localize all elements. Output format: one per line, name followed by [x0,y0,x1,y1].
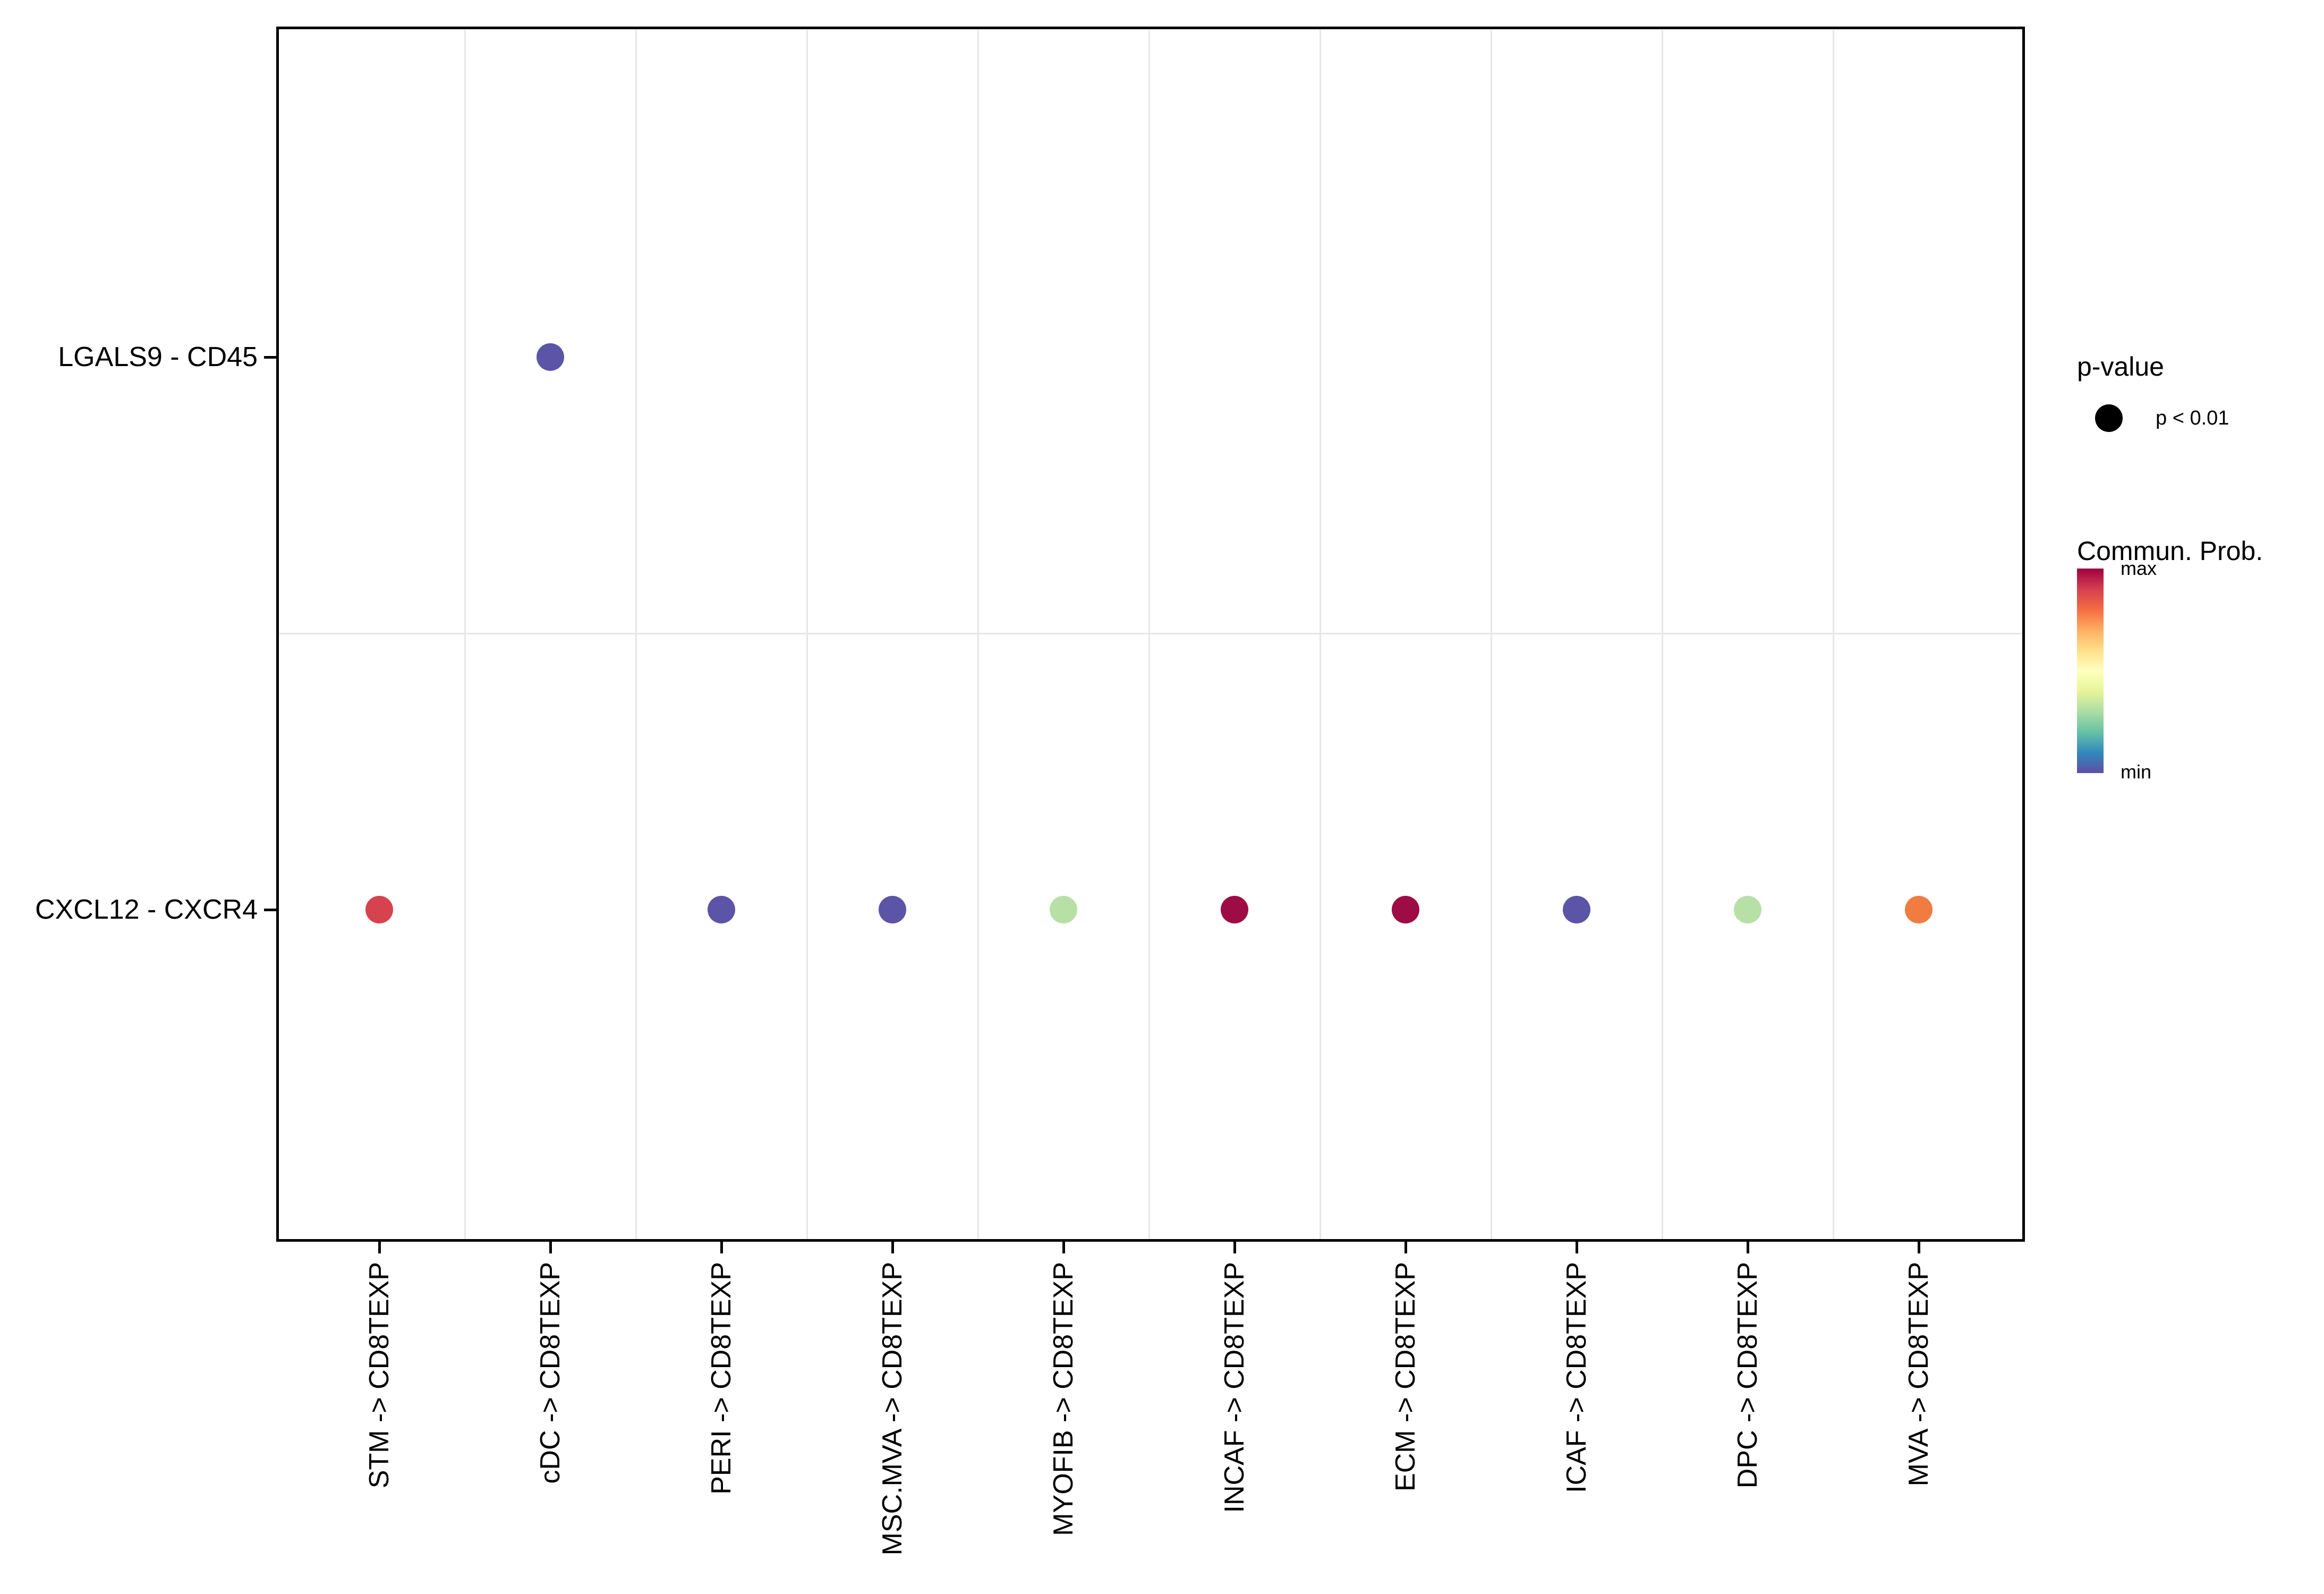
x-axis-tick-label: ICAF -> CD8TEXP [1561,1262,1592,1493]
gridline-vertical [1490,30,1492,1239]
plot-panel [276,27,2025,1242]
data-point-dot [365,896,393,923]
x-axis-tick [1233,1242,1236,1253]
x-axis-tick [1746,1242,1749,1253]
data-point-dot [1392,896,1419,923]
x-axis-tick-label: MYOFIB -> CD8TEXP [1048,1262,1079,1536]
data-point-dot [1221,896,1248,923]
x-axis-tick-label: ECM -> CD8TEXP [1390,1262,1421,1491]
data-point-dot [1905,896,1933,923]
gridline-vertical [1319,30,1321,1239]
colorbar-min-label: min [2121,761,2152,783]
pvalue-legend-title: p-value [2077,352,2164,381]
x-axis-tick [378,1242,381,1253]
y-axis-tick-label: CXCL12 - CXCR4 [35,894,258,925]
x-axis-tick-label: STM -> CD8TEXP [364,1262,395,1489]
data-point-dot [1734,896,1761,923]
gridline-vertical [464,30,466,1239]
commun-prob-colorbar [2077,569,2104,773]
x-axis-tick-label: DPC -> CD8TEXP [1732,1262,1763,1489]
gridline-horizontal [279,632,2022,634]
gridline-vertical [1832,30,1834,1239]
pvalue-key-label: p < 0.01 [2156,407,2229,429]
y-axis-tick [264,908,276,911]
y-axis-tick-label: LGALS9 - CD45 [58,342,258,372]
x-axis-tick-label: PERI -> CD8TEXP [706,1262,737,1495]
gridline-vertical [806,30,808,1239]
x-axis-tick [549,1242,552,1253]
gridline-vertical [1148,30,1150,1239]
commun-prob-legend-title: Commun. Prob. [2077,536,2263,566]
x-axis-tick [1575,1242,1578,1253]
x-axis-tick-label: MSC.MVA -> CD8TEXP [877,1262,908,1556]
y-axis-tick [264,355,276,359]
x-axis-tick-label: INCAF -> CD8TEXP [1219,1262,1250,1513]
data-point-dot [1563,896,1590,923]
gridline-vertical [635,30,637,1239]
data-point-dot [708,896,735,923]
x-axis-tick [1404,1242,1407,1253]
x-axis-tick [891,1242,894,1253]
gridline-vertical [977,30,979,1239]
colorbar-max-label: max [2121,557,2157,579]
gridline-vertical [1661,30,1663,1239]
data-point-dot [537,343,564,371]
x-axis-tick [1062,1242,1065,1253]
data-point-dot [1050,896,1077,923]
x-axis-tick-label: cDC -> CD8TEXP [535,1262,566,1484]
x-axis-tick [720,1242,723,1253]
data-point-dot [879,896,906,923]
x-axis-tick-label: MVA -> CD8TEXP [1903,1262,1934,1487]
pvalue-key-dot [2095,404,2123,432]
x-axis-tick [1917,1242,1920,1253]
